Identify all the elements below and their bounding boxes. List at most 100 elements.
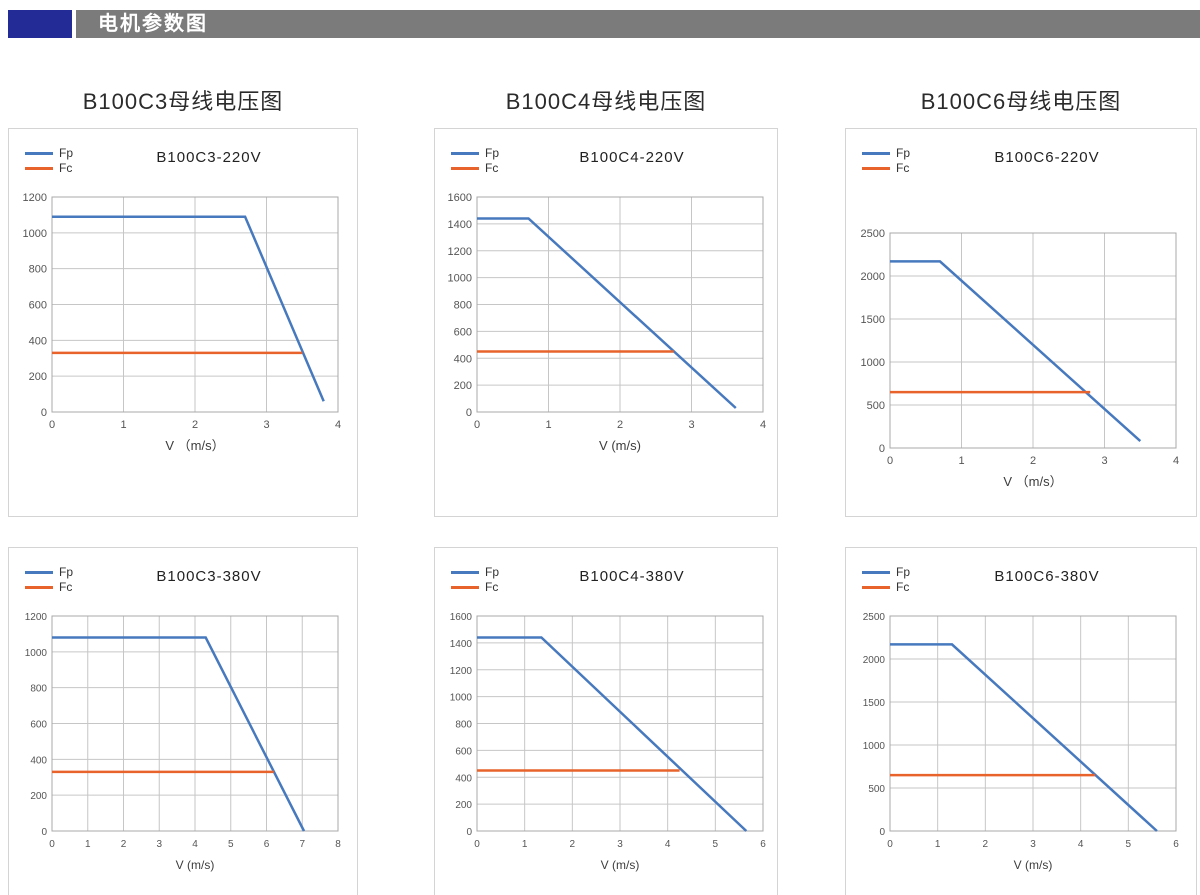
fc-legend-line (862, 585, 890, 589)
chart-header: Fp Fc B100C6-380V (854, 560, 1188, 612)
fp-legend-line (25, 151, 53, 155)
chart-title: B100C3-380V (156, 568, 262, 585)
legend-entry-fp: Fp (451, 566, 529, 578)
svg-text:500: 500 (868, 784, 885, 795)
svg-text:2500: 2500 (863, 612, 886, 623)
chart-header: Fp Fc B100C4-220V (443, 141, 769, 193)
svg-text:1200: 1200 (450, 666, 473, 677)
svg-text:200: 200 (30, 791, 47, 802)
svg-text:2: 2 (983, 839, 989, 850)
svg-text:1: 1 (85, 839, 91, 850)
page-header: 电机参数图 (0, 10, 1200, 38)
svg-text:600: 600 (455, 746, 472, 757)
svg-text:800: 800 (30, 684, 47, 695)
svg-text:1000: 1000 (448, 273, 472, 285)
svg-text:V （m/s）: V （m/s） (165, 438, 224, 453)
svg-text:4: 4 (192, 839, 198, 850)
chart-title: B100C6-380V (994, 568, 1100, 585)
svg-text:0: 0 (887, 455, 893, 467)
svg-text:V (m/s): V (m/s) (1014, 858, 1053, 872)
fc-legend-label: Fc (485, 161, 499, 175)
fp-legend-label: Fp (59, 146, 74, 160)
chart-title: B100C4-220V (579, 149, 685, 166)
fc-legend-label: Fc (59, 161, 73, 175)
svg-text:1600: 1600 (448, 193, 472, 204)
svg-text:V (m/s): V (m/s) (599, 438, 641, 453)
chart-card-b100c6-380v: Fp Fc B100C6-380V 0 500 1000 1500 2000 2500 0 1… (845, 547, 1197, 895)
svg-text:0: 0 (474, 839, 480, 850)
svg-text:1000: 1000 (23, 228, 47, 240)
svg-text:1200: 1200 (25, 612, 48, 623)
chart-plot: 0 500 1000 1500 2000 2500 0 1 2 3 4 5 6 V (m/s) (854, 612, 1188, 877)
column-title-b100c6: B100C6母线电压图 (920, 89, 1122, 114)
svg-text:4: 4 (1173, 455, 1179, 467)
legend-entry-fp: Fp (25, 566, 103, 578)
svg-text:2000: 2000 (863, 655, 886, 666)
fc-legend-line (25, 585, 53, 589)
legend-entry-fc: Fc (451, 162, 529, 174)
svg-text:5: 5 (713, 839, 719, 850)
chart-card-b100c4-220v: Fp Fc B100C4-220V 0 200 400 600 800 1000 1200 1… (434, 128, 778, 517)
svg-text:3: 3 (688, 419, 694, 431)
fp-legend-line (862, 151, 890, 155)
chart-header: Fp Fc B100C4-380V (443, 560, 769, 612)
svg-text:1200: 1200 (448, 246, 472, 258)
fc-legend-line (25, 166, 53, 170)
svg-text:0: 0 (49, 839, 55, 850)
fp-legend-label: Fp (896, 146, 911, 160)
svg-text:1500: 1500 (863, 698, 886, 709)
svg-text:1000: 1000 (861, 357, 885, 369)
svg-text:3: 3 (263, 419, 269, 431)
svg-text:800: 800 (29, 264, 47, 276)
svg-text:5: 5 (228, 839, 234, 850)
svg-text:4: 4 (335, 419, 341, 431)
svg-text:3: 3 (1101, 455, 1107, 467)
svg-text:1500: 1500 (861, 314, 885, 326)
chart-title: B100C4-380V (579, 568, 685, 585)
fc-legend-line (451, 585, 479, 589)
fp-legend-line (451, 151, 479, 155)
svg-text:0: 0 (466, 407, 472, 419)
chart-header: Fp Fc B100C6-220V (854, 141, 1188, 193)
svg-text:0: 0 (879, 827, 885, 838)
page-title: 电机参数图 (76, 10, 1200, 38)
fc-legend-label: Fc (896, 161, 910, 175)
chart-plot: 0 200 400 600 800 1000 1200 0 1 2 3 4 V （m/s） (17, 193, 349, 458)
chart-header: Fp Fc B100C3-380V (17, 560, 349, 612)
chart-title: B100C6-220V (994, 149, 1100, 166)
svg-text:500: 500 (867, 400, 885, 412)
legend-entry-fc: Fc (451, 581, 529, 593)
legend-entry-fp: Fp (862, 566, 940, 578)
svg-text:2500: 2500 (861, 229, 885, 240)
svg-text:V (m/s): V (m/s) (176, 858, 215, 872)
svg-text:1400: 1400 (448, 219, 472, 231)
svg-text:0: 0 (41, 827, 47, 838)
fp-legend-label: Fp (485, 565, 500, 579)
chart-legend: Fp Fc (862, 143, 940, 177)
svg-text:V (m/s): V (m/s) (601, 858, 640, 872)
svg-text:6: 6 (264, 839, 270, 850)
svg-text:4: 4 (665, 839, 671, 850)
chart-card-b100c3-220v: Fp Fc B100C3-220V 0 200 400 600 800 1000 1200 0… (8, 128, 358, 517)
chart-header: Fp Fc B100C3-220V (17, 141, 349, 193)
svg-text:0: 0 (49, 419, 55, 431)
chart-plot: 0 500 1000 1500 2000 2500 0 1 2 3 4 V （m/s） (854, 229, 1188, 494)
fc-legend-line (451, 166, 479, 170)
fp-legend-label: Fp (485, 146, 500, 160)
svg-text:800: 800 (455, 720, 472, 731)
svg-text:1600: 1600 (450, 612, 473, 623)
legend-entry-fc: Fc (862, 162, 940, 174)
chart-title: B100C3-220V (156, 149, 262, 166)
svg-text:400: 400 (454, 353, 472, 365)
legend-entry-fc: Fc (25, 162, 103, 174)
svg-text:600: 600 (454, 326, 472, 338)
fp-legend-label: Fp (896, 565, 911, 579)
svg-text:8: 8 (335, 839, 341, 850)
legend-entry-fp: Fp (25, 147, 103, 159)
chart-plot: 0 200 400 600 800 1000 1200 0 1 2 3 4 5 6 7 8 V (m/s) (17, 612, 349, 877)
svg-text:4: 4 (1078, 839, 1084, 850)
header-accent-block (8, 10, 72, 38)
fp-legend-line (862, 570, 890, 574)
svg-text:2: 2 (570, 839, 576, 850)
svg-text:3: 3 (1030, 839, 1036, 850)
